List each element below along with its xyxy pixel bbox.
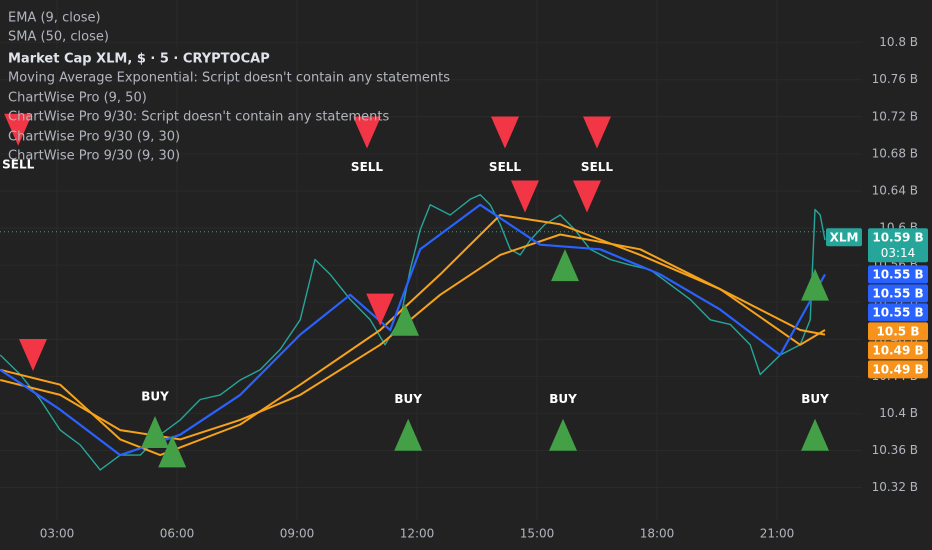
price-tag-label: 10.55 B (872, 305, 923, 319)
sell-label: SELL (581, 160, 613, 174)
legend-line: EMA (9, close) (8, 11, 101, 26)
sell-signal (491, 116, 519, 149)
sell-signal (19, 339, 47, 372)
sell-signal (511, 180, 539, 213)
legend-line: ChartWise Pro 9/30 (9, 30) (8, 149, 180, 164)
legend-line: ChartWise Pro (9, 50) (8, 91, 147, 106)
sell-signal (4, 113, 33, 146)
buy-signal (549, 418, 577, 451)
x-tick-label: 09:00 (280, 527, 315, 541)
price-tag (868, 322, 928, 341)
sell-label: SELL (351, 160, 383, 174)
y-tick-label: 10.4 B (879, 406, 918, 420)
legend-line: ChartWise Pro 9/30 (9, 30) (8, 130, 180, 145)
series-line (0, 214, 826, 457)
x-tick-label: 15:00 (520, 527, 555, 541)
price-tag-countdown: 03:14 (881, 246, 916, 260)
legend-line: Moving Average Exponential: Script doesn… (8, 71, 450, 86)
buy-label: BUY (801, 392, 829, 406)
legend-line: SMA (50, close) (8, 30, 109, 45)
legend-line: ChartWise Pro 9/30: Script doesn't conta… (8, 110, 389, 125)
buy-signal (801, 268, 829, 301)
x-tick-label: 18:00 (640, 527, 675, 541)
sell-signal (583, 116, 611, 149)
y-tick-label: 10.32 B (872, 480, 918, 494)
price-tag-label: 10.59 B (872, 230, 923, 244)
symbol-tag (826, 228, 862, 247)
y-tick-label: 10.72 B (872, 109, 918, 123)
y-tick-label: 10.76 B (872, 72, 918, 86)
price-tag (868, 341, 928, 360)
sell-label: SELL (489, 160, 521, 174)
price-tag-label: 10.49 B (872, 343, 923, 357)
x-tick-label: 21:00 (760, 527, 795, 541)
sell-label: SELL (2, 157, 34, 171)
price-tag-label: 10.55 B (872, 286, 923, 300)
price-tag-label: 10.5 B (877, 324, 920, 338)
buy-signal (391, 303, 419, 336)
price-tag (868, 303, 928, 322)
series-line (0, 194, 826, 471)
y-tick-label: 10.68 B (872, 146, 918, 160)
price-tag-label: 10.49 B (872, 362, 923, 376)
price-tag (868, 284, 928, 303)
y-tick-label: 10.8 B (879, 35, 918, 49)
price-tag (868, 265, 928, 284)
buy-signal (551, 249, 579, 282)
buy-signal (141, 415, 169, 448)
y-tick-label: 10.64 B (872, 183, 918, 197)
sell-signal (366, 293, 395, 326)
sell-signal (573, 180, 601, 213)
buy-signal (158, 435, 187, 468)
legend-backdrop (0, 49, 270, 69)
x-tick-label: 03:00 (40, 527, 75, 541)
buy-signal (801, 418, 829, 451)
symbol-tag-label: XLM (830, 230, 859, 244)
buy-label: BUY (394, 392, 422, 406)
price-tag (868, 360, 928, 379)
x-tick-label: 12:00 (400, 527, 435, 541)
price-tag-label: 10.55 B (872, 267, 923, 281)
sell-signal (353, 116, 381, 149)
price-tag (868, 228, 928, 263)
legend-line: Market Cap XLM, $ · 5 · CRYPTOCAP (8, 52, 270, 67)
buy-signal (394, 418, 423, 451)
buy-label: BUY (549, 392, 577, 406)
y-tick-label: 10.36 B (872, 443, 918, 457)
buy-label: BUY (141, 389, 169, 403)
x-tick-label: 06:00 (160, 527, 195, 541)
